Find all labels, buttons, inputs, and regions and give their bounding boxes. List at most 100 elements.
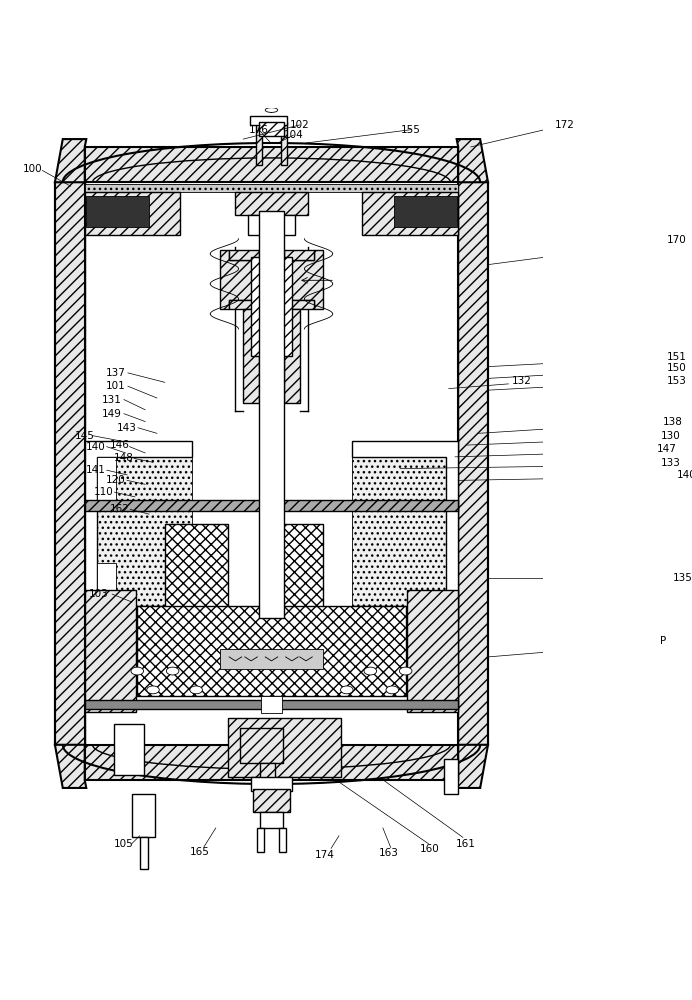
Bar bbox=[228, 718, 341, 777]
Polygon shape bbox=[84, 147, 458, 182]
Polygon shape bbox=[457, 745, 488, 788]
Bar bbox=[86, 196, 149, 227]
Bar bbox=[113, 724, 143, 775]
Text: P: P bbox=[660, 636, 666, 646]
Bar bbox=[259, 211, 284, 618]
Text: 160: 160 bbox=[420, 844, 440, 854]
Text: 174: 174 bbox=[315, 850, 335, 860]
Polygon shape bbox=[363, 192, 458, 235]
Text: 143: 143 bbox=[117, 423, 137, 433]
Bar bbox=[444, 759, 458, 794]
Bar bbox=[235, 192, 307, 215]
Bar bbox=[352, 457, 446, 606]
Text: 149: 149 bbox=[102, 409, 122, 419]
Text: 151: 151 bbox=[666, 352, 686, 362]
Text: 105: 105 bbox=[114, 839, 134, 849]
Bar bbox=[262, 696, 282, 713]
Bar bbox=[84, 184, 458, 192]
Bar bbox=[248, 215, 295, 235]
Text: 103: 103 bbox=[89, 589, 109, 599]
Ellipse shape bbox=[131, 667, 143, 675]
Text: 104: 104 bbox=[284, 130, 303, 140]
Bar bbox=[243, 309, 259, 403]
Text: 163: 163 bbox=[379, 848, 399, 858]
Ellipse shape bbox=[386, 686, 399, 694]
Text: 135: 135 bbox=[673, 573, 692, 583]
Bar bbox=[165, 524, 228, 618]
Bar bbox=[394, 196, 457, 227]
Text: 140: 140 bbox=[677, 470, 692, 480]
Text: 133: 133 bbox=[661, 458, 681, 468]
Bar bbox=[407, 590, 458, 712]
Text: 132: 132 bbox=[512, 376, 531, 386]
Bar bbox=[251, 777, 292, 791]
Bar bbox=[140, 837, 147, 869]
Text: 162: 162 bbox=[109, 504, 129, 514]
Text: 150: 150 bbox=[666, 363, 686, 373]
Polygon shape bbox=[84, 441, 192, 622]
Text: 176: 176 bbox=[249, 125, 269, 135]
Text: 165: 165 bbox=[190, 847, 210, 857]
Bar bbox=[256, 122, 262, 165]
Bar bbox=[219, 649, 323, 669]
Polygon shape bbox=[352, 441, 458, 622]
Polygon shape bbox=[84, 192, 181, 235]
Bar bbox=[284, 300, 314, 309]
Polygon shape bbox=[55, 139, 86, 182]
Bar bbox=[229, 250, 259, 260]
Polygon shape bbox=[219, 250, 259, 309]
Bar bbox=[240, 728, 283, 763]
Bar bbox=[84, 700, 458, 709]
Text: 172: 172 bbox=[555, 120, 575, 130]
Bar bbox=[259, 122, 284, 136]
Text: 138: 138 bbox=[663, 417, 683, 427]
Ellipse shape bbox=[190, 686, 203, 694]
Text: 148: 148 bbox=[114, 453, 134, 463]
Bar bbox=[96, 457, 192, 606]
Polygon shape bbox=[84, 745, 458, 780]
Bar bbox=[257, 828, 264, 852]
Bar bbox=[260, 524, 323, 618]
Text: 155: 155 bbox=[401, 125, 421, 135]
Bar bbox=[260, 812, 283, 828]
Bar bbox=[96, 563, 116, 606]
Ellipse shape bbox=[166, 667, 179, 675]
Polygon shape bbox=[457, 139, 488, 182]
Bar bbox=[284, 250, 314, 260]
Bar bbox=[131, 794, 155, 837]
Text: 153: 153 bbox=[666, 376, 686, 386]
Text: 147: 147 bbox=[657, 444, 677, 454]
Bar bbox=[280, 828, 286, 852]
Bar bbox=[84, 500, 458, 511]
Bar bbox=[229, 300, 259, 309]
Bar bbox=[96, 457, 116, 500]
Bar bbox=[137, 606, 406, 696]
Text: 145: 145 bbox=[75, 431, 95, 441]
Text: 161: 161 bbox=[456, 839, 476, 849]
Text: 100: 100 bbox=[23, 164, 43, 174]
Ellipse shape bbox=[340, 686, 353, 694]
Polygon shape bbox=[458, 182, 488, 745]
Text: 140: 140 bbox=[86, 442, 106, 452]
Bar bbox=[250, 116, 287, 125]
Text: 137: 137 bbox=[106, 368, 126, 378]
Bar bbox=[259, 309, 284, 313]
Text: 131: 131 bbox=[102, 395, 122, 405]
Bar bbox=[284, 309, 300, 403]
Bar bbox=[84, 590, 136, 712]
Ellipse shape bbox=[364, 667, 376, 675]
Text: 120: 120 bbox=[107, 475, 126, 485]
Polygon shape bbox=[55, 182, 84, 745]
Bar bbox=[251, 257, 292, 356]
Polygon shape bbox=[284, 250, 323, 309]
Text: 102: 102 bbox=[290, 120, 309, 130]
Bar bbox=[253, 789, 289, 812]
Ellipse shape bbox=[147, 686, 159, 694]
Polygon shape bbox=[55, 745, 86, 788]
Text: 130: 130 bbox=[661, 431, 681, 441]
Text: 141: 141 bbox=[86, 465, 106, 475]
Text: 146: 146 bbox=[109, 440, 129, 450]
Bar bbox=[260, 763, 275, 782]
Text: 170: 170 bbox=[667, 235, 687, 245]
Ellipse shape bbox=[399, 667, 412, 675]
